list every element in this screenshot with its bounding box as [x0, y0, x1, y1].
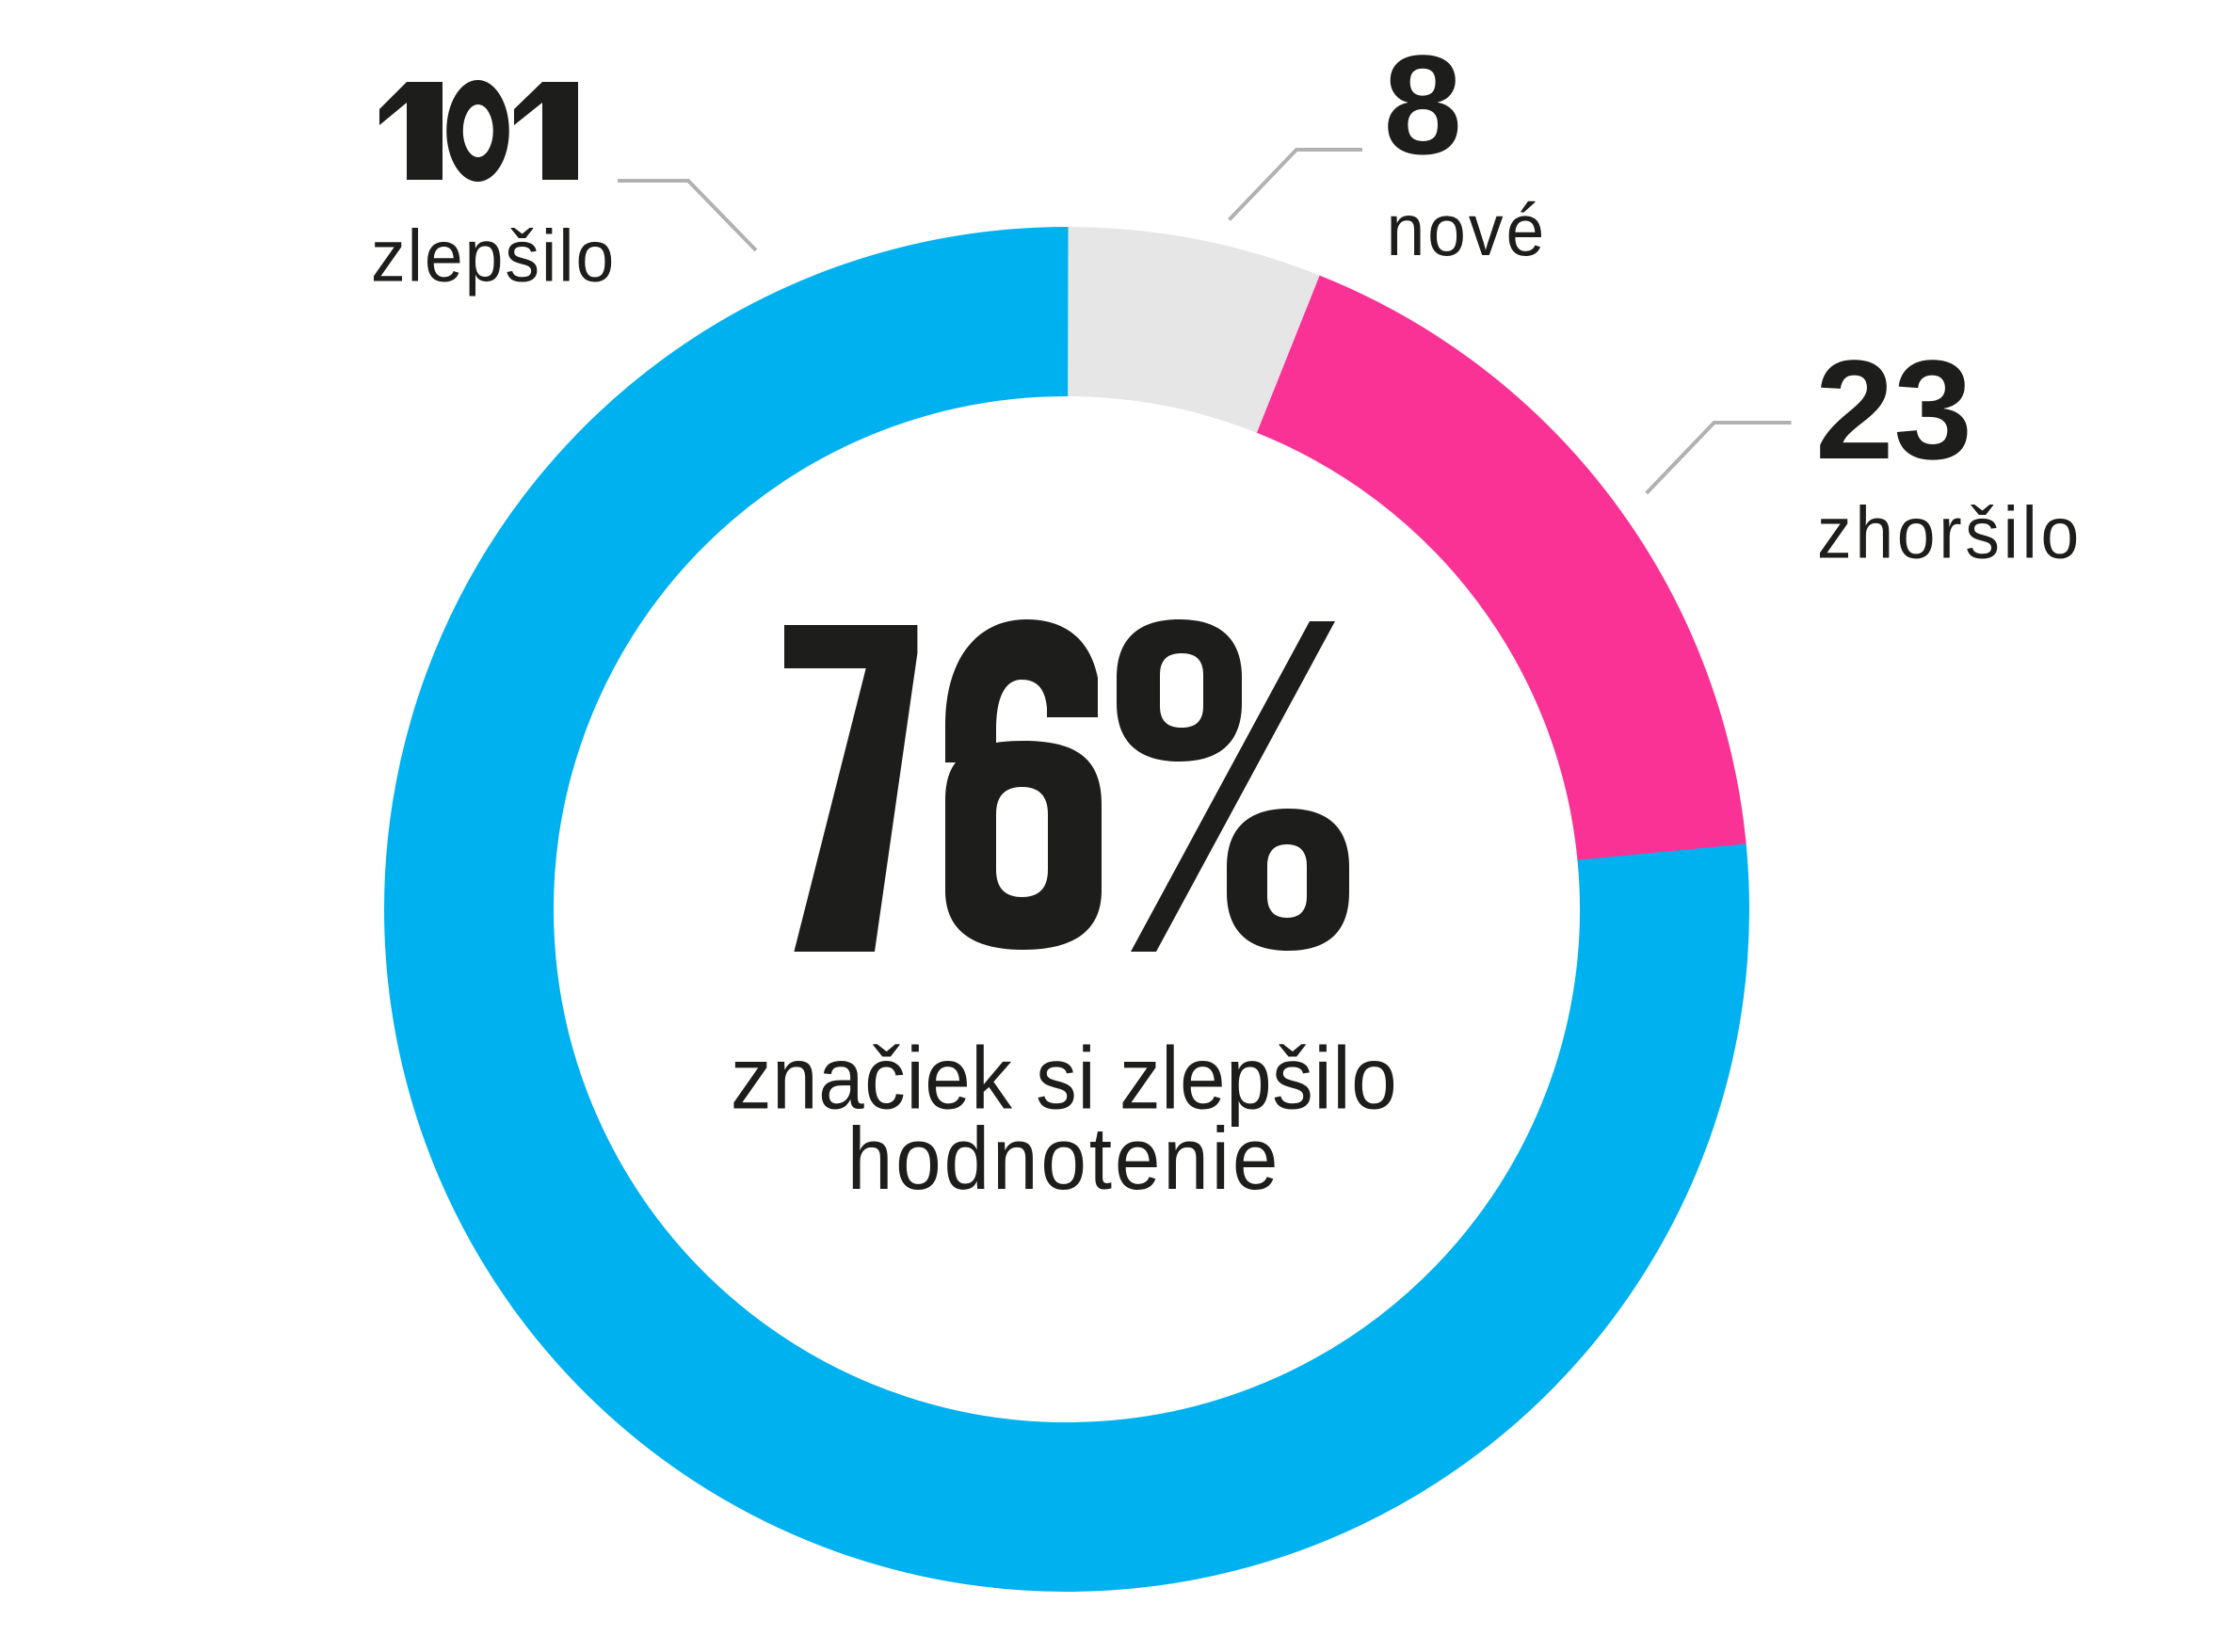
svg-text:zhoršilo: zhoršilo: [1817, 491, 2083, 574]
svg-text:8: 8: [1384, 25, 1462, 184]
svg-text:nové: nové: [1387, 189, 1548, 272]
svg-text:hodnotenie: hodnotenie: [847, 1110, 1280, 1209]
svg-text:23: 23: [1815, 330, 1972, 489]
svg-text:zlepšilo: zlepšilo: [371, 216, 616, 298]
svg-text:značiek si zlepšilo: značiek si zlepšilo: [731, 1030, 1397, 1129]
